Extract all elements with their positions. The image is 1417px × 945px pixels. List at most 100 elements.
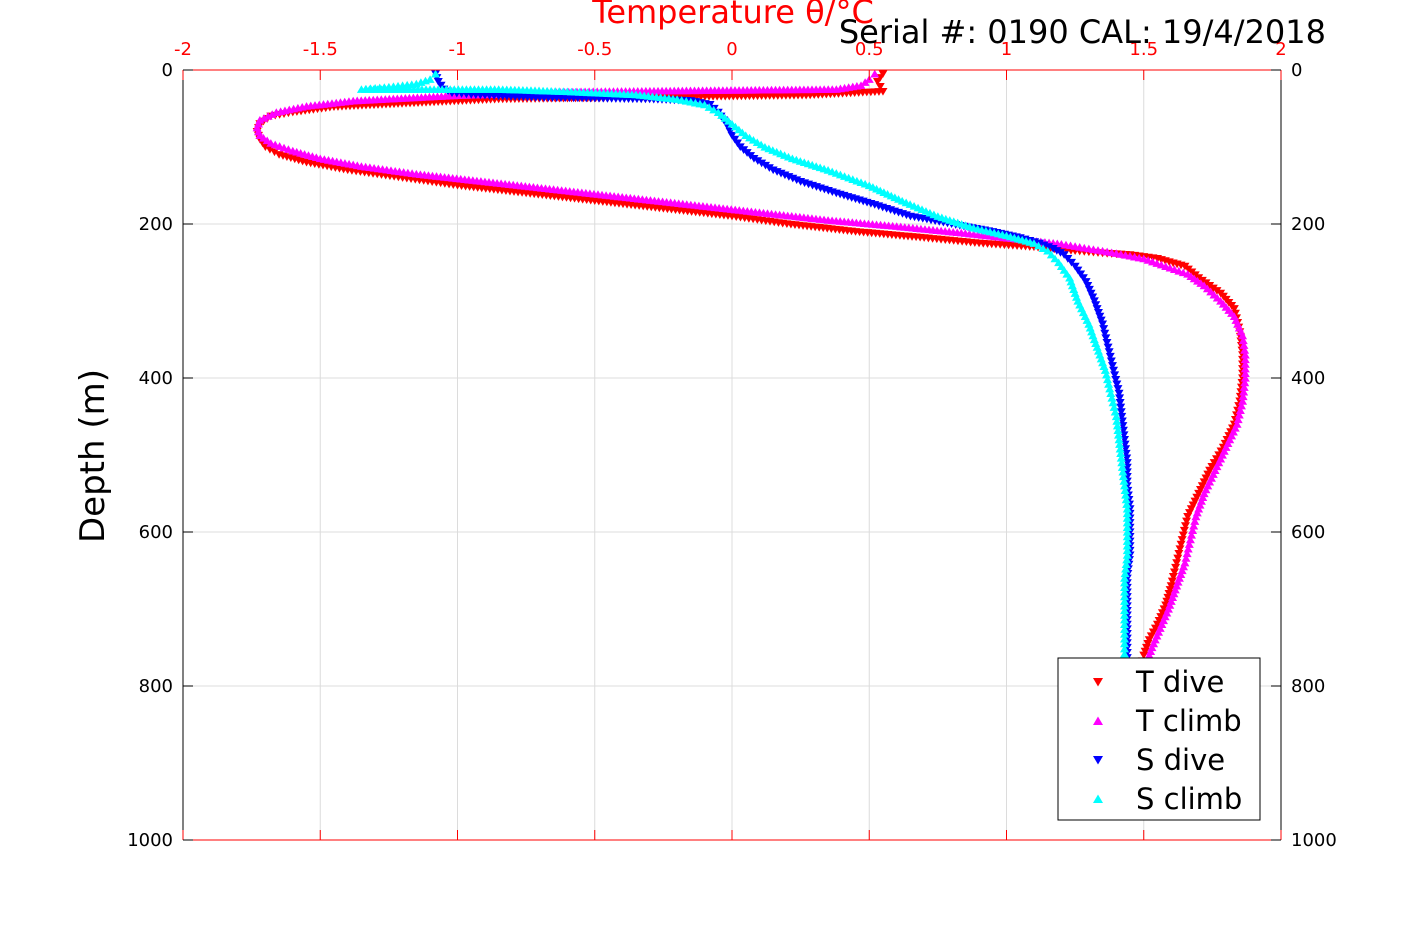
data-point	[1192, 508, 1202, 517]
data-point	[352, 96, 362, 105]
data-point	[1240, 364, 1250, 373]
data-point	[875, 82, 885, 91]
data-point	[1240, 355, 1250, 364]
data-point	[1120, 649, 1130, 658]
data-point	[682, 200, 692, 208]
data-point	[1201, 485, 1211, 494]
data-point	[792, 176, 802, 185]
data-point	[298, 157, 308, 166]
y-tick-label-right: 800	[1291, 676, 1325, 697]
series-t-dive	[252, 70, 1248, 671]
data-point	[1120, 644, 1130, 653]
data-point	[476, 177, 486, 185]
data-point	[1092, 305, 1102, 313]
data-point	[1034, 241, 1044, 250]
data-point	[1166, 582, 1176, 590]
data-point	[1118, 472, 1128, 481]
data-point	[613, 192, 623, 201]
data-point	[746, 152, 756, 160]
data-point	[1122, 509, 1132, 518]
data-point	[1120, 597, 1130, 605]
data-point	[1099, 325, 1109, 333]
data-point	[1100, 329, 1110, 338]
data-point	[253, 127, 263, 136]
data-point	[1115, 444, 1125, 453]
data-point	[1117, 463, 1127, 471]
data-point	[1173, 578, 1183, 586]
data-point	[1119, 477, 1129, 485]
data-point	[860, 78, 870, 86]
data-point	[1120, 620, 1130, 628]
data-point	[1240, 346, 1250, 354]
data-point	[915, 233, 925, 242]
data-point	[1182, 517, 1192, 526]
data-point	[778, 219, 788, 228]
data-point	[756, 140, 766, 149]
data-point	[1112, 417, 1122, 425]
data-point	[1173, 554, 1183, 563]
y-tick-label-right: 400	[1291, 368, 1325, 389]
y-tick-label-left: 0	[162, 60, 173, 81]
data-point	[1154, 616, 1164, 625]
data-point	[819, 164, 829, 173]
data-point	[1239, 387, 1249, 396]
data-point	[1189, 521, 1199, 530]
data-point	[1105, 352, 1115, 361]
data-point	[1093, 308, 1103, 317]
data-point	[1143, 640, 1153, 648]
data-point	[695, 99, 705, 108]
data-point	[1148, 254, 1158, 263]
data-point	[1201, 474, 1211, 483]
data-point	[1177, 536, 1187, 544]
data-point	[1071, 293, 1081, 301]
data-point	[311, 153, 321, 162]
data-point	[709, 105, 719, 114]
data-point	[1116, 403, 1126, 412]
data-point	[531, 93, 541, 102]
data-point	[1238, 336, 1248, 345]
data-point	[805, 91, 815, 100]
data-point	[1180, 522, 1190, 530]
y-axis-label: Depth (m)	[73, 369, 113, 543]
data-point	[1062, 270, 1072, 278]
data-point	[1122, 527, 1132, 536]
data-point	[1230, 309, 1240, 318]
data-point	[1082, 316, 1092, 324]
data-point	[1122, 518, 1132, 527]
data-point	[1113, 430, 1123, 439]
data-point	[1120, 606, 1130, 615]
data-point	[1165, 586, 1175, 594]
data-point	[730, 135, 740, 144]
data-point	[1111, 412, 1121, 421]
data-point	[956, 228, 966, 237]
data-point	[1236, 401, 1246, 410]
data-point	[901, 211, 911, 220]
data-point	[1157, 620, 1167, 628]
data-point	[970, 239, 980, 247]
data-point	[1120, 615, 1130, 624]
data-point	[1115, 394, 1125, 403]
y-tick-label-left: 600	[139, 522, 173, 543]
data-point	[1113, 426, 1123, 434]
data-point	[1044, 243, 1054, 251]
data-point	[1235, 406, 1245, 414]
data-point	[1099, 362, 1109, 371]
data-point	[1104, 348, 1114, 356]
x-tick-label: -0.5	[577, 39, 612, 60]
data-point	[997, 230, 1007, 239]
data-point	[1171, 563, 1181, 572]
data-point	[1055, 249, 1065, 257]
data-point	[1120, 592, 1130, 601]
data-point	[1165, 601, 1175, 609]
data-point	[1120, 481, 1130, 490]
data-point	[1103, 375, 1113, 384]
data-point	[1116, 454, 1126, 462]
series-t-climb	[252, 69, 1250, 667]
legend-marker	[1093, 716, 1103, 725]
data-point	[1211, 455, 1221, 463]
data-point	[1209, 459, 1219, 467]
data-point	[1190, 271, 1200, 280]
data-point	[1116, 408, 1126, 416]
data-point	[1236, 327, 1246, 336]
